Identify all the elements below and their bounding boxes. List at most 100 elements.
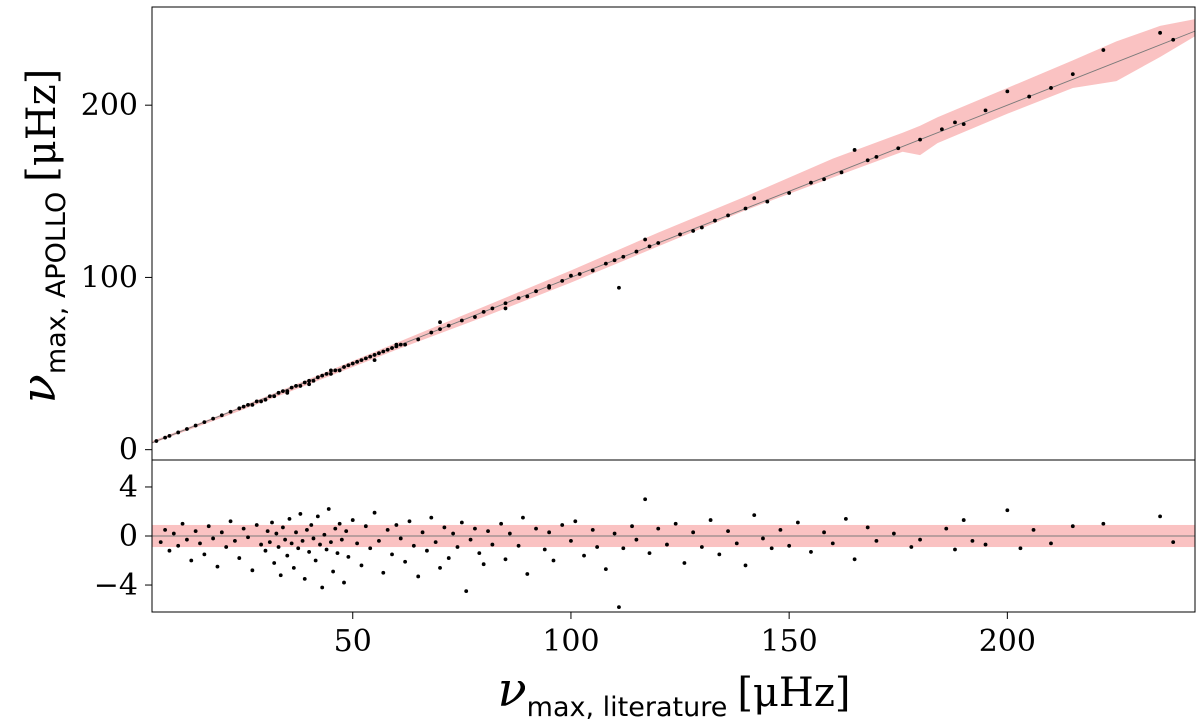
bottom-point-67 [368,546,373,551]
bottom-point-60 [342,580,346,585]
top-point-94 [1027,94,1032,99]
top-point-45 [390,346,394,350]
top-point-66 [603,261,608,266]
bottom-point-75 [403,559,408,564]
bottom-point-51 [322,532,327,537]
top-point-25 [302,380,307,385]
top-point-32 [333,368,338,373]
bottom-point-25 [265,529,270,533]
bottom-point-125 [699,545,704,549]
top-point-100 [617,285,621,290]
bottom-point-127 [717,552,722,557]
top-point-42 [377,351,381,356]
top-point-53 [459,318,464,323]
y-axis-label-symbol: ν [11,374,67,403]
bottom-point-147 [944,526,949,531]
bottom-point-154 [1031,527,1036,532]
bottom-point-70 [381,570,386,575]
top-point-90 [953,120,957,125]
top-point-71 [656,241,661,245]
bottom-point-144 [891,531,896,536]
bottom-point-155 [1049,541,1053,546]
top-point-64 [577,272,582,276]
bottom-point-80 [425,548,429,553]
y-axis-label: νmax, APOLLO [μHz] [11,69,72,404]
bottom-point-109 [582,553,586,558]
bottom-point-6 [185,537,189,542]
top-point-56 [490,306,495,311]
top-point-78 [752,196,757,201]
bottom-point-134 [778,527,783,532]
top-point-3 [176,430,181,435]
top-point-41 [372,353,377,357]
top-point-55 [481,309,486,314]
top-point-12 [246,402,250,407]
top-point-60 [534,289,538,294]
bottom-point-143 [874,539,879,543]
top-point-105 [394,342,399,347]
bottom-point-145 [909,545,914,549]
y-axis-label-subscript: max, APOLLO [41,192,72,374]
bottom-point-123 [682,561,687,565]
top-ytick-label-1: 100 [81,260,138,295]
bottom-point-95 [490,542,495,547]
top-point-1 [163,435,167,440]
x-axis-label-subscript: max, literature [527,692,728,723]
bottom-point-137 [809,550,813,554]
bottom-point-153 [1018,546,1023,551]
bottom-point-13 [215,564,220,569]
top-point-10 [237,406,242,411]
bottom-point-115 [621,546,626,551]
bottom-point-73 [394,523,399,527]
top-point-16 [263,397,268,402]
top-point-98 [1158,30,1162,35]
bottom-point-4 [176,543,181,548]
top-point-44 [385,347,390,352]
bottom-point-104 [547,530,552,535]
top-point-31 [329,371,333,376]
bottom-point-36 [289,541,294,546]
top-point-96 [1070,72,1075,77]
bottom-point-41 [300,539,305,543]
top-point-92 [983,108,988,113]
top-point-39 [363,356,368,361]
top-point-18 [272,394,277,399]
top-point-4 [185,427,189,431]
bottom-point-16 [228,519,233,524]
top-point-28 [315,375,320,380]
bottom-point-140 [843,516,848,521]
bottom-point-100 [521,515,525,520]
bottom-point-139 [830,541,835,546]
top-point-108 [307,382,312,387]
top-point-87 [896,146,901,151]
top-point-22 [289,385,294,390]
top-point-50 [429,330,434,335]
top-point-5 [193,423,198,428]
bottom-point-74 [398,536,403,541]
bottom-point-52 [324,547,329,552]
bottom-point-119 [647,551,652,556]
bottom-point-33 [283,537,288,542]
bottom-point-61 [344,529,349,533]
bottom-point-135 [787,543,792,548]
top-point-40 [368,354,373,359]
bottom-point-53 [326,507,331,511]
bottom-ytick-label-2: 4 [119,470,138,505]
top-point-52 [446,323,451,328]
bottom-point-31 [278,573,283,578]
bottom-point-45 [309,523,314,527]
top-point-19 [276,390,281,395]
bottom-point-113 [612,531,617,536]
bottom-scatter-points [158,497,1176,609]
top-point-85 [865,158,870,163]
bottom-point-138 [822,530,826,535]
bottom-point-22 [254,523,259,527]
bottom-point-107 [569,539,573,543]
bottom-x-ticks: 50 100 150 200 [334,612,1036,659]
bottom-point-46 [311,536,316,541]
top-point-75 [713,218,717,223]
bottom-point-8 [193,529,198,533]
top-point-62 [560,278,565,283]
bottom-point-57 [335,551,340,556]
top-point-106 [372,358,377,362]
